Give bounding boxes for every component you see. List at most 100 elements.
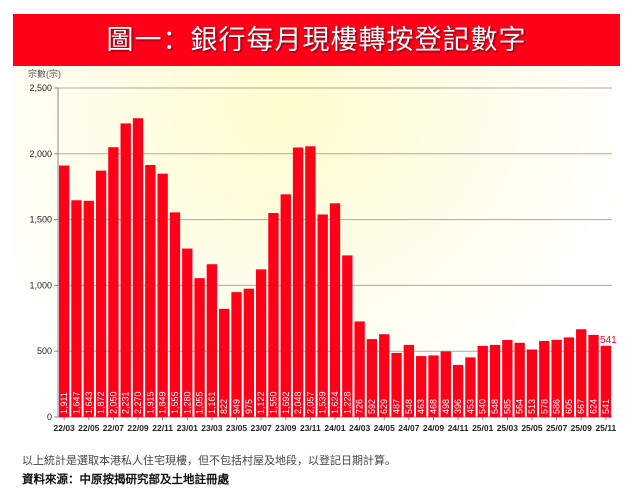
bar-value-label: 498 [441, 399, 451, 414]
bar-value-label: 463 [416, 399, 426, 414]
bar [280, 194, 291, 417]
bar-value-label: 2,057 [305, 391, 315, 414]
bar [514, 342, 525, 417]
bar-value-label: 1,911 [59, 392, 69, 414]
bar-value-label: 1,550 [268, 391, 278, 414]
bar-value-label: 592 [367, 399, 377, 414]
chart-title: 圖一：銀行每月現樓轉按登記數字 [13, 14, 620, 66]
bar-value-label: 1,539 [318, 391, 328, 414]
bar [219, 308, 230, 417]
bar [194, 278, 205, 417]
bar [157, 173, 168, 417]
footnote: 以上統計是選取本港私人住宅現樓，但不包括村屋及地段，以登記日期計算。 [22, 455, 396, 467]
x-tick-label: 24/11 [448, 423, 469, 433]
x-tick-label: 22/07 [103, 423, 125, 433]
bar-value-label: 513 [527, 399, 537, 414]
x-tick-label: 25/05 [521, 423, 543, 433]
bar [83, 200, 94, 417]
x-tick-label: 22/03 [54, 423, 76, 433]
bar-value-label: 453 [465, 399, 475, 414]
bar-value-label: 629 [379, 399, 389, 414]
bar-value-label: 1,055 [195, 391, 205, 414]
bar-value-label: 822 [219, 399, 229, 414]
bar [342, 255, 353, 417]
x-tick-label: 23/09 [275, 423, 297, 433]
bar-value-label: 1,624 [330, 391, 340, 414]
bar [366, 339, 378, 417]
x-tick-label: 24/01 [324, 423, 346, 433]
bar [502, 340, 513, 417]
bar [292, 147, 304, 417]
y-tick-label: 2,500 [29, 83, 52, 93]
bar [169, 212, 181, 417]
bar [379, 334, 390, 417]
bar-value-label: 726 [355, 399, 365, 414]
bar [440, 351, 451, 417]
x-tick-label: 23/01 [177, 423, 199, 433]
bar [108, 147, 119, 417]
bar-value-label: 949 [232, 399, 242, 414]
bar [588, 334, 599, 417]
bar-value-label: 1,915 [145, 391, 155, 414]
bar-value-label: 1,647 [71, 391, 81, 414]
bar-chart: 宗數(宗) 0 500 1,000 1,500 2,000 2,500 1,911 22/03 1… [28, 68, 617, 433]
x-tick-label: 23/07 [250, 423, 272, 433]
source-note: 資料來源：中原按揭研究部及土地註冊處 [22, 474, 229, 486]
bar [428, 355, 439, 417]
bar-value-label: 605 [564, 399, 574, 414]
x-tick-label: 25/07 [546, 423, 568, 433]
y-tick-label: 0 [47, 412, 52, 422]
bar [120, 123, 131, 418]
bar [526, 349, 538, 417]
x-tick-label: 24/05 [374, 423, 396, 433]
bar-value-label: 541 [601, 399, 611, 414]
bar [563, 337, 575, 417]
x-tick-label: 22/11 [152, 423, 173, 433]
bar-value-label: 586 [552, 399, 562, 414]
bar [416, 356, 427, 417]
y-tick-label: 2,000 [29, 149, 52, 159]
bar [489, 344, 501, 417]
bar [95, 170, 107, 417]
bar-value-label: 1,161 [207, 391, 217, 414]
x-tick-label: 23/11 [300, 423, 321, 433]
bar [58, 165, 70, 417]
bar [600, 345, 612, 417]
bar-value-label: 1,555 [170, 391, 180, 414]
y-tick-label: 1,000 [29, 280, 52, 290]
bar-value-label: 548 [490, 399, 500, 414]
x-tick-label: 25/01 [472, 423, 494, 433]
x-tick-label: 23/05 [226, 423, 248, 433]
bar [477, 345, 488, 417]
x-tick-label: 24/09 [423, 423, 445, 433]
bar-value-label: 487 [392, 399, 402, 414]
bar-value-label: 1,643 [84, 391, 94, 414]
bar-value-label: 2,270 [133, 391, 143, 414]
bar [329, 203, 341, 417]
bar-value-label: 548 [404, 399, 414, 414]
bar [268, 213, 279, 417]
bar [206, 264, 218, 417]
bar [354, 321, 365, 417]
x-tick-label: 24/07 [398, 423, 420, 433]
bar-value-label: 1,692 [281, 391, 291, 414]
bar-value-label: 468 [428, 399, 438, 414]
x-tick-label: 22/09 [127, 423, 149, 433]
bar-value-label: 975 [244, 399, 254, 414]
bar [132, 118, 144, 417]
bar [243, 288, 254, 417]
bar-value-label: 667 [576, 399, 586, 414]
bar [539, 340, 550, 417]
bar-value-label: 1,849 [158, 391, 168, 414]
bar-value-label: 564 [515, 399, 525, 414]
last-value-callout: 541 [600, 335, 617, 346]
bar [182, 248, 193, 417]
bar [305, 146, 316, 417]
bar-value-label: 1,280 [182, 391, 192, 414]
x-tick-label: 23/03 [201, 423, 223, 433]
y-tick-label: 1,500 [29, 215, 52, 225]
bar [71, 200, 82, 417]
x-tick-label: 25/11 [595, 423, 616, 433]
bar [391, 352, 402, 417]
y-tick-label: 500 [37, 346, 52, 356]
